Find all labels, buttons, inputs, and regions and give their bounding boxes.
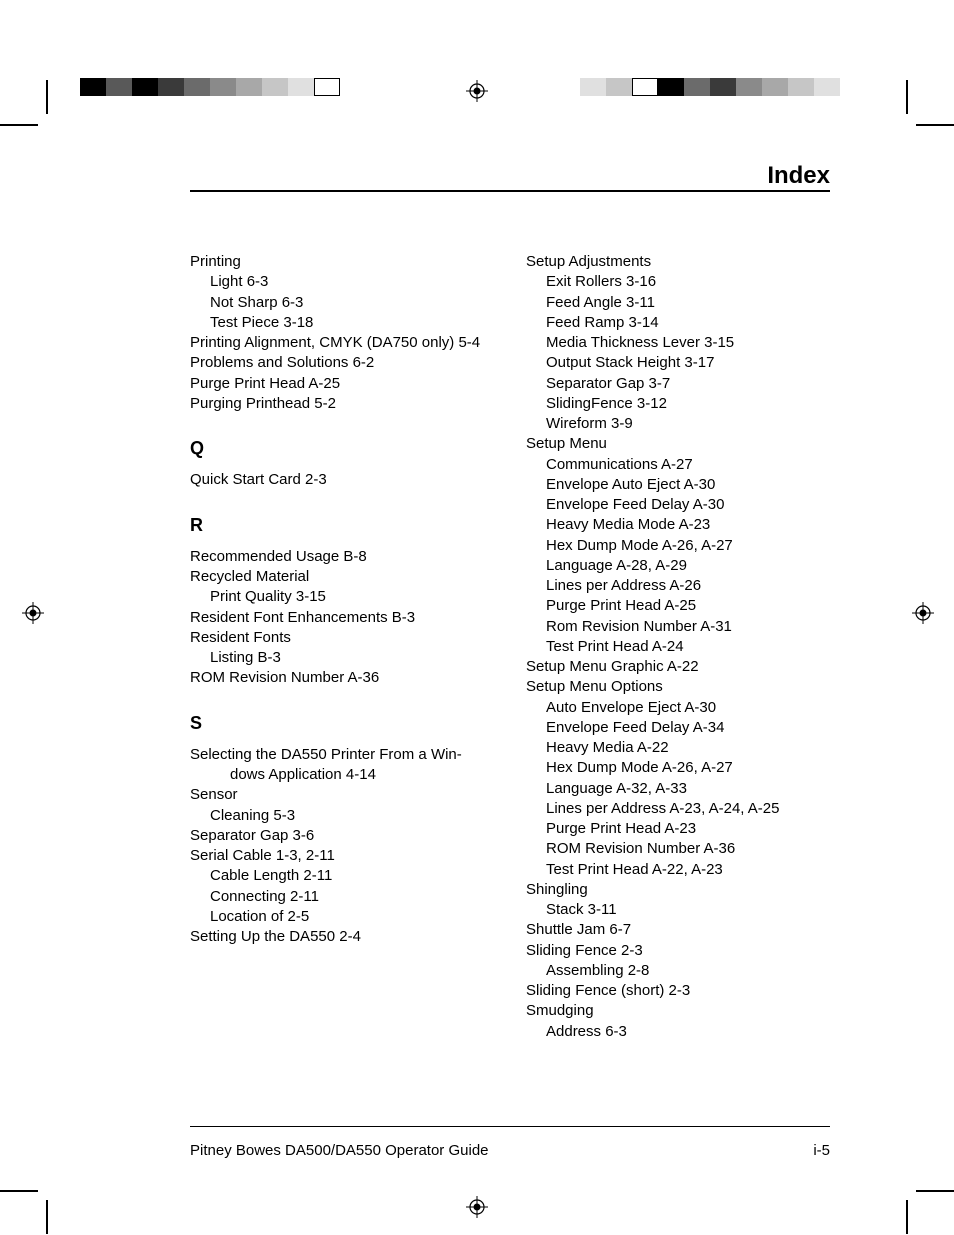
- crop-mark: [906, 80, 908, 114]
- index-section-letter: R: [190, 513, 500, 537]
- index-entry: Address 6-3: [526, 1022, 830, 1042]
- index-entry: Stack 3-11: [526, 900, 830, 920]
- index-entry: Recycled Material: [190, 567, 500, 587]
- index-entry: Setup Adjustments: [526, 252, 830, 272]
- index-entry: Purge Print Head A-23: [526, 819, 830, 839]
- index-entry: Wireform 3-9: [526, 414, 830, 434]
- index-entry: Feed Ramp 3-14: [526, 313, 830, 333]
- index-entry: Envelope Feed Delay A-30: [526, 495, 830, 515]
- index-entry: Recommended Usage B-8: [190, 547, 500, 567]
- index-entry: Envelope Feed Delay A-34: [526, 718, 830, 738]
- index-entry: Feed Angle 3-11: [526, 293, 830, 313]
- index-entry: Selecting the DA550 Printer From a Win-: [190, 745, 500, 765]
- index-entry: Sliding Fence 2-3: [526, 941, 830, 961]
- crop-mark: [0, 124, 38, 126]
- header-rule: [190, 190, 830, 192]
- index-section-letter: S: [190, 711, 500, 735]
- index-entry: Setting Up the DA550 2-4: [190, 927, 500, 947]
- index-entry: Separator Gap 3-7: [526, 374, 830, 394]
- color-bar-top-right: [580, 78, 840, 96]
- index-entry: Serial Cable 1-3, 2-11: [190, 846, 500, 866]
- index-entry: Rom Revision Number A-31: [526, 617, 830, 637]
- index-entry: Media Thickness Lever 3-15: [526, 333, 830, 353]
- index-entry: Assembling 2-8: [526, 961, 830, 981]
- crop-mark: [916, 124, 954, 126]
- index-entry: Heavy Media Mode A-23: [526, 515, 830, 535]
- color-bar-top-left: [80, 78, 340, 96]
- index-column-right: Setup AdjustmentsExit Rollers 3-16Feed A…: [526, 252, 830, 1042]
- index-entry: Auto Envelope Eject A-30: [526, 698, 830, 718]
- index-entry: Lines per Address A-23, A-24, A-25: [526, 799, 830, 819]
- index-entry: Print Quality 3-15: [190, 587, 500, 607]
- index-entry: Cleaning 5-3: [190, 806, 500, 826]
- index-entry: Setup Menu Graphic A-22: [526, 657, 830, 677]
- index-entry: Printing: [190, 252, 500, 272]
- index-entry: Test Print Head A-22, A-23: [526, 860, 830, 880]
- index-entry: Hex Dump Mode A-26, A-27: [526, 758, 830, 778]
- index-entry: Test Piece 3-18: [190, 313, 500, 333]
- index-entry: Purge Print Head A-25: [190, 374, 500, 394]
- index-entry: Envelope Auto Eject A-30: [526, 475, 830, 495]
- index-entry: Resident Font Enhancements B-3: [190, 608, 500, 628]
- index-entry: Smudging: [526, 1001, 830, 1021]
- index-entry: Cable Length 2-11: [190, 866, 500, 886]
- crop-mark: [916, 1190, 954, 1192]
- index-entry: Language A-28, A-29: [526, 556, 830, 576]
- index-entry: Purge Print Head A-25: [526, 596, 830, 616]
- registration-mark: [466, 1196, 488, 1218]
- footer-left: Pitney Bowes DA500/DA550 Operator Guide: [190, 1142, 489, 1159]
- index-entry: Quick Start Card 2-3: [190, 470, 500, 490]
- index-section-letter: Q: [190, 436, 500, 460]
- index-entry: ROM Revision Number A-36: [526, 839, 830, 859]
- crop-mark: [906, 1200, 908, 1234]
- footer-right: i-5: [813, 1142, 830, 1159]
- crop-mark: [0, 1190, 38, 1192]
- index-entry: Shuttle Jam 6-7: [526, 920, 830, 940]
- registration-mark: [912, 602, 934, 624]
- index-entry: Resident Fonts: [190, 628, 500, 648]
- index-entry: Output Stack Height 3-17: [526, 353, 830, 373]
- index-content: PrintingLight 6-3Not Sharp 6-3Test Piece…: [190, 252, 830, 1042]
- index-entry: Location of 2-5: [190, 907, 500, 927]
- index-entry: Problems and Solutions 6-2: [190, 353, 500, 373]
- index-entry: SlidingFence 3-12: [526, 394, 830, 414]
- index-entry: dows Application 4-14: [190, 765, 500, 785]
- index-column-left: PrintingLight 6-3Not Sharp 6-3Test Piece…: [190, 252, 500, 1042]
- index-entry: Separator Gap 3-6: [190, 826, 500, 846]
- index-entry: Connecting 2-11: [190, 887, 500, 907]
- index-entry: Language A-32, A-33: [526, 779, 830, 799]
- index-entry: Purging Printhead 5-2: [190, 394, 500, 414]
- index-entry: Heavy Media A-22: [526, 738, 830, 758]
- index-entry: Setup Menu: [526, 434, 830, 454]
- index-entry: Lines per Address A-26: [526, 576, 830, 596]
- index-entry: Exit Rollers 3-16: [526, 272, 830, 292]
- index-entry: Not Sharp 6-3: [190, 293, 500, 313]
- registration-mark: [22, 602, 44, 624]
- index-entry: Sensor: [190, 785, 500, 805]
- index-entry: Shingling: [526, 880, 830, 900]
- index-entry: Printing Alignment, CMYK (DA750 only) 5-…: [190, 333, 500, 353]
- crop-mark: [46, 80, 48, 114]
- registration-mark: [466, 80, 488, 102]
- index-entry: ROM Revision Number A-36: [190, 668, 500, 688]
- index-entry: Listing B-3: [190, 648, 500, 668]
- index-entry: Communications A-27: [526, 455, 830, 475]
- index-entry: Light 6-3: [190, 272, 500, 292]
- index-entry: Setup Menu Options: [526, 677, 830, 697]
- index-entry: Sliding Fence (short) 2-3: [526, 981, 830, 1001]
- index-entry: Test Print Head A-24: [526, 637, 830, 657]
- page-title: Index: [767, 162, 830, 190]
- index-entry: Hex Dump Mode A-26, A-27: [526, 536, 830, 556]
- footer-rule: [190, 1126, 830, 1127]
- crop-mark: [46, 1200, 48, 1234]
